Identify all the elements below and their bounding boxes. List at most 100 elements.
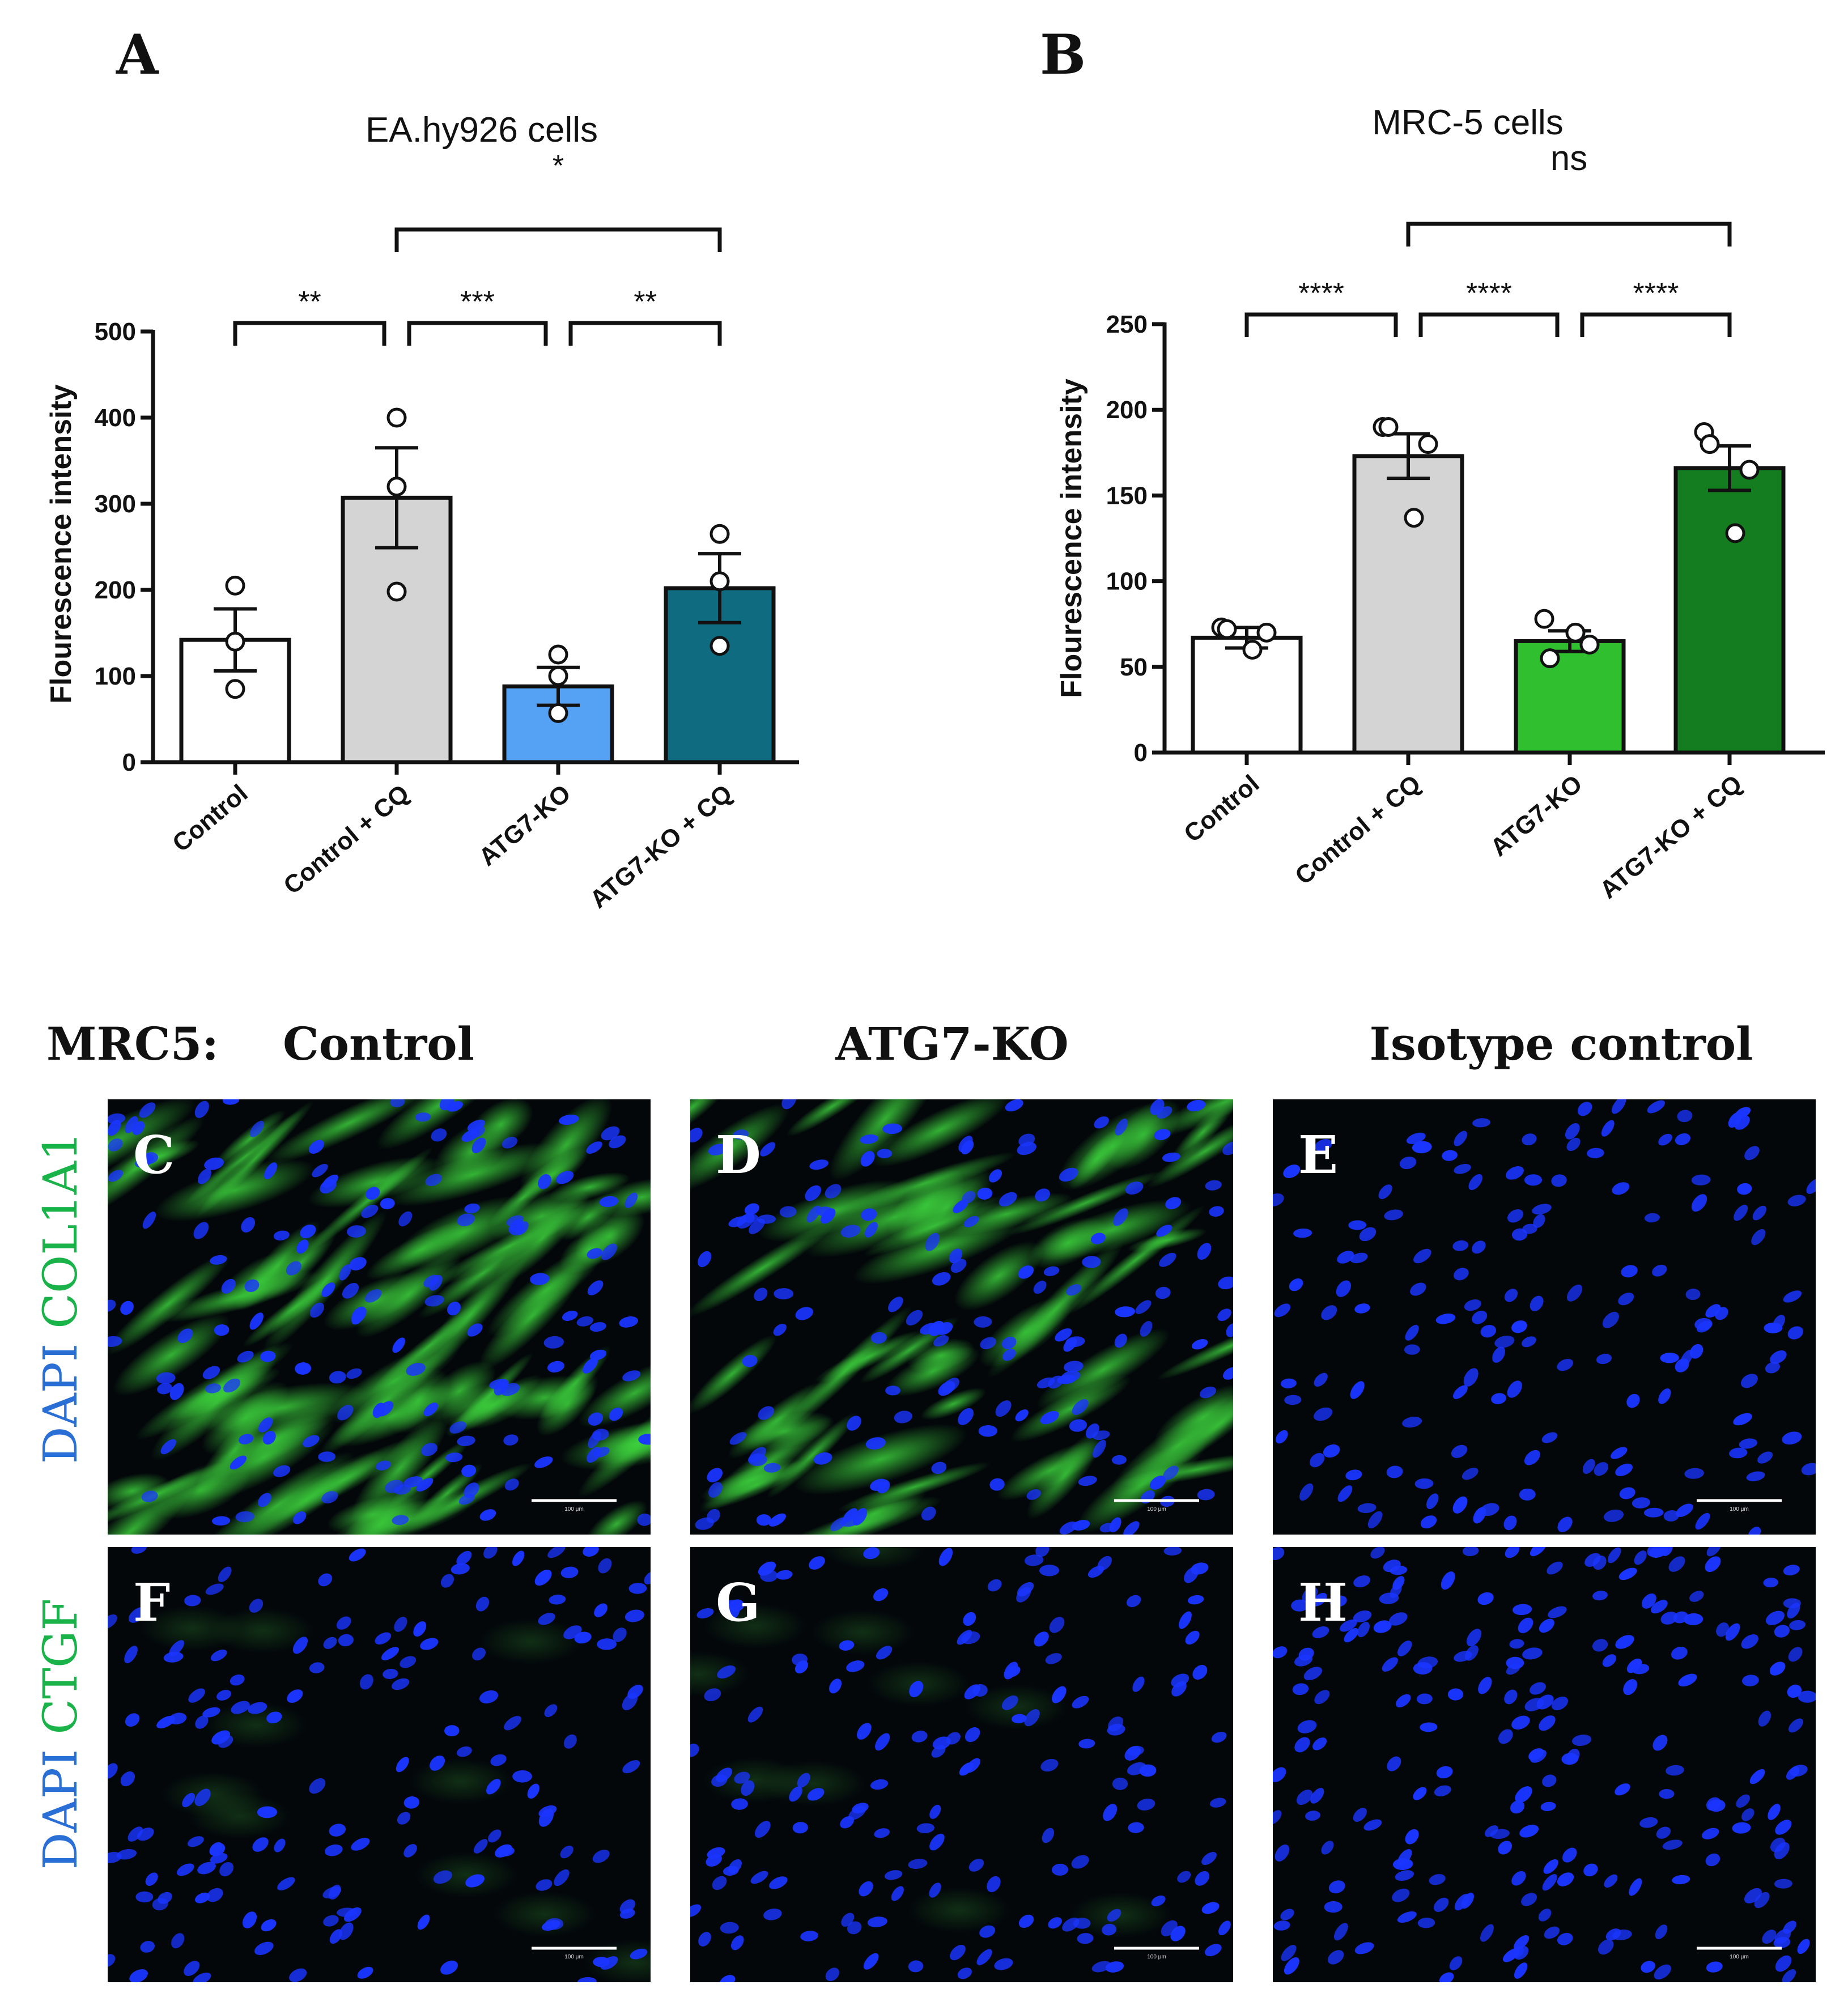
- scale-bar-label: 100 μm: [1730, 1506, 1749, 1512]
- data-point: [1404, 508, 1424, 528]
- y-tick-label: 100: [95, 662, 136, 690]
- x-tick-label: ATG7-KO + CQ: [1595, 770, 1748, 904]
- chart-a-ylabel: Flourescence intensity: [45, 384, 78, 704]
- micrograph-e: 100 μm E: [1273, 1099, 1816, 1535]
- data-point: [1700, 434, 1720, 454]
- significance-bracket: [1406, 222, 1732, 247]
- micrograph-letter: D: [716, 1124, 761, 1185]
- micrograph-d: 100 μm D: [690, 1099, 1233, 1535]
- x-tick-label: Control: [167, 779, 253, 857]
- micrograph-letter: C: [133, 1124, 175, 1185]
- chart-b: B MRC-5 cells Flourescence intensity 0 50…: [1040, 23, 1825, 904]
- data-point: [1540, 648, 1560, 669]
- stain-ctgf-label: CTGF: [34, 1599, 88, 1735]
- bar: [1352, 454, 1464, 755]
- chart-b-title: MRC-5 cells: [1372, 103, 1564, 142]
- chart-a: A EA.hy926 cells Flourescence intensity …: [45, 23, 799, 913]
- bar: [664, 586, 776, 764]
- panel-letter-b: B: [1040, 23, 1086, 87]
- x-tick-label: Control + CQ: [278, 779, 414, 900]
- svg-text:DAPI CTGF: DAPI CTGF: [34, 1599, 88, 1869]
- scale-bar-label: 100 μm: [564, 1506, 584, 1512]
- data-point: [1565, 622, 1586, 643]
- micrograph-f: 100 μm F: [108, 1547, 651, 1982]
- micrograph-letter: E: [1298, 1124, 1338, 1185]
- data-point: [1534, 609, 1554, 629]
- y-tick-label: 250: [1106, 311, 1148, 338]
- micrograph-c: 100 μm C: [108, 1099, 651, 1535]
- bar: [1514, 639, 1626, 755]
- significance-bracket: [1418, 312, 1560, 337]
- scale-bar-label: 100 μm: [564, 1954, 584, 1960]
- scale-bar-label: 100 μm: [1147, 1954, 1166, 1960]
- stain-dapi-label: DAPI: [34, 1344, 88, 1464]
- significance-label: ****: [1633, 277, 1679, 310]
- svg-text:DAPI COL1A1: DAPI COL1A1: [34, 1132, 88, 1464]
- scale-bar-label: 100 μm: [1730, 1954, 1749, 1960]
- chart-b-ylabel: Flourescence intensity: [1055, 379, 1088, 698]
- stain-dapi-label: DAPI: [34, 1749, 88, 1870]
- significance-bracket: [407, 321, 548, 346]
- data-point: [1242, 640, 1263, 660]
- data-point: [386, 581, 407, 602]
- column-heading-atg7-ko: ATG7-KO: [835, 1017, 1068, 1070]
- x-tick-label: ATG7-KO: [1485, 770, 1588, 862]
- significance-label: ****: [1466, 277, 1512, 310]
- data-point: [710, 571, 730, 592]
- data-point: [1378, 417, 1399, 437]
- data-point: [710, 636, 730, 656]
- row-prefix: MRC5:: [46, 1017, 219, 1070]
- significance-bracket: [1580, 312, 1732, 337]
- panel-letter-a: A: [116, 23, 159, 87]
- data-point: [548, 644, 568, 665]
- micrograph-h: 100 μm H: [1273, 1547, 1816, 1982]
- scale-bar-label: 100 μm: [1147, 1506, 1166, 1512]
- data-point: [386, 407, 407, 428]
- significance-bracket: [1244, 312, 1398, 337]
- data-point: [1256, 622, 1277, 643]
- data-point: [225, 631, 245, 652]
- column-heading-isotype-control: Isotype control: [1369, 1017, 1753, 1070]
- significance-label: ***: [460, 286, 495, 318]
- significance-bracket: [394, 227, 722, 252]
- data-point: [710, 524, 730, 544]
- micrograph-letter: H: [1298, 1572, 1348, 1633]
- data-point: [1579, 634, 1600, 655]
- y-tick-label: 50: [1120, 653, 1148, 681]
- data-point: [548, 666, 568, 686]
- micrograph-headings: MRC5: Control ATG7-KO Isotype control: [46, 1017, 1753, 1070]
- significance-label: **: [634, 286, 656, 318]
- significance-label: ns: [1550, 139, 1587, 178]
- x-tick-label: Control + CQ: [1290, 770, 1426, 890]
- chart-a-title: EA.hy926 cells: [366, 111, 598, 150]
- bar: [1673, 466, 1786, 755]
- data-point: [1418, 434, 1438, 454]
- x-tick-label: Control: [1179, 770, 1264, 848]
- y-tick-label: 0: [122, 749, 136, 776]
- micrograph-background: [1273, 1099, 1816, 1535]
- data-point: [1739, 460, 1760, 480]
- y-tick-label: 200: [95, 576, 136, 604]
- significance-bracket: [233, 321, 386, 346]
- y-tick-label: 300: [95, 490, 136, 518]
- micrograph-g: 100 μm G: [690, 1547, 1233, 1982]
- data-point: [548, 703, 568, 723]
- data-point: [1725, 523, 1745, 543]
- data-point: [1217, 619, 1237, 639]
- data-point: [386, 477, 407, 497]
- row-label-ctgf: DAPI CTGF: [34, 1599, 88, 1869]
- y-tick-label: 150: [1106, 482, 1148, 509]
- significance-label: ****: [1298, 277, 1344, 310]
- stain-col1a1-label: COL1A1: [34, 1132, 88, 1329]
- significance-label: *: [553, 150, 564, 182]
- significance-label: **: [298, 286, 321, 318]
- micrograph-letter: F: [133, 1572, 170, 1633]
- y-tick-label: 500: [95, 318, 136, 346]
- data-point: [225, 575, 245, 596]
- data-point: [225, 679, 245, 699]
- y-tick-label: 100: [1106, 568, 1148, 596]
- micrograph-letter: G: [716, 1572, 761, 1633]
- y-tick-label: 0: [1134, 739, 1148, 767]
